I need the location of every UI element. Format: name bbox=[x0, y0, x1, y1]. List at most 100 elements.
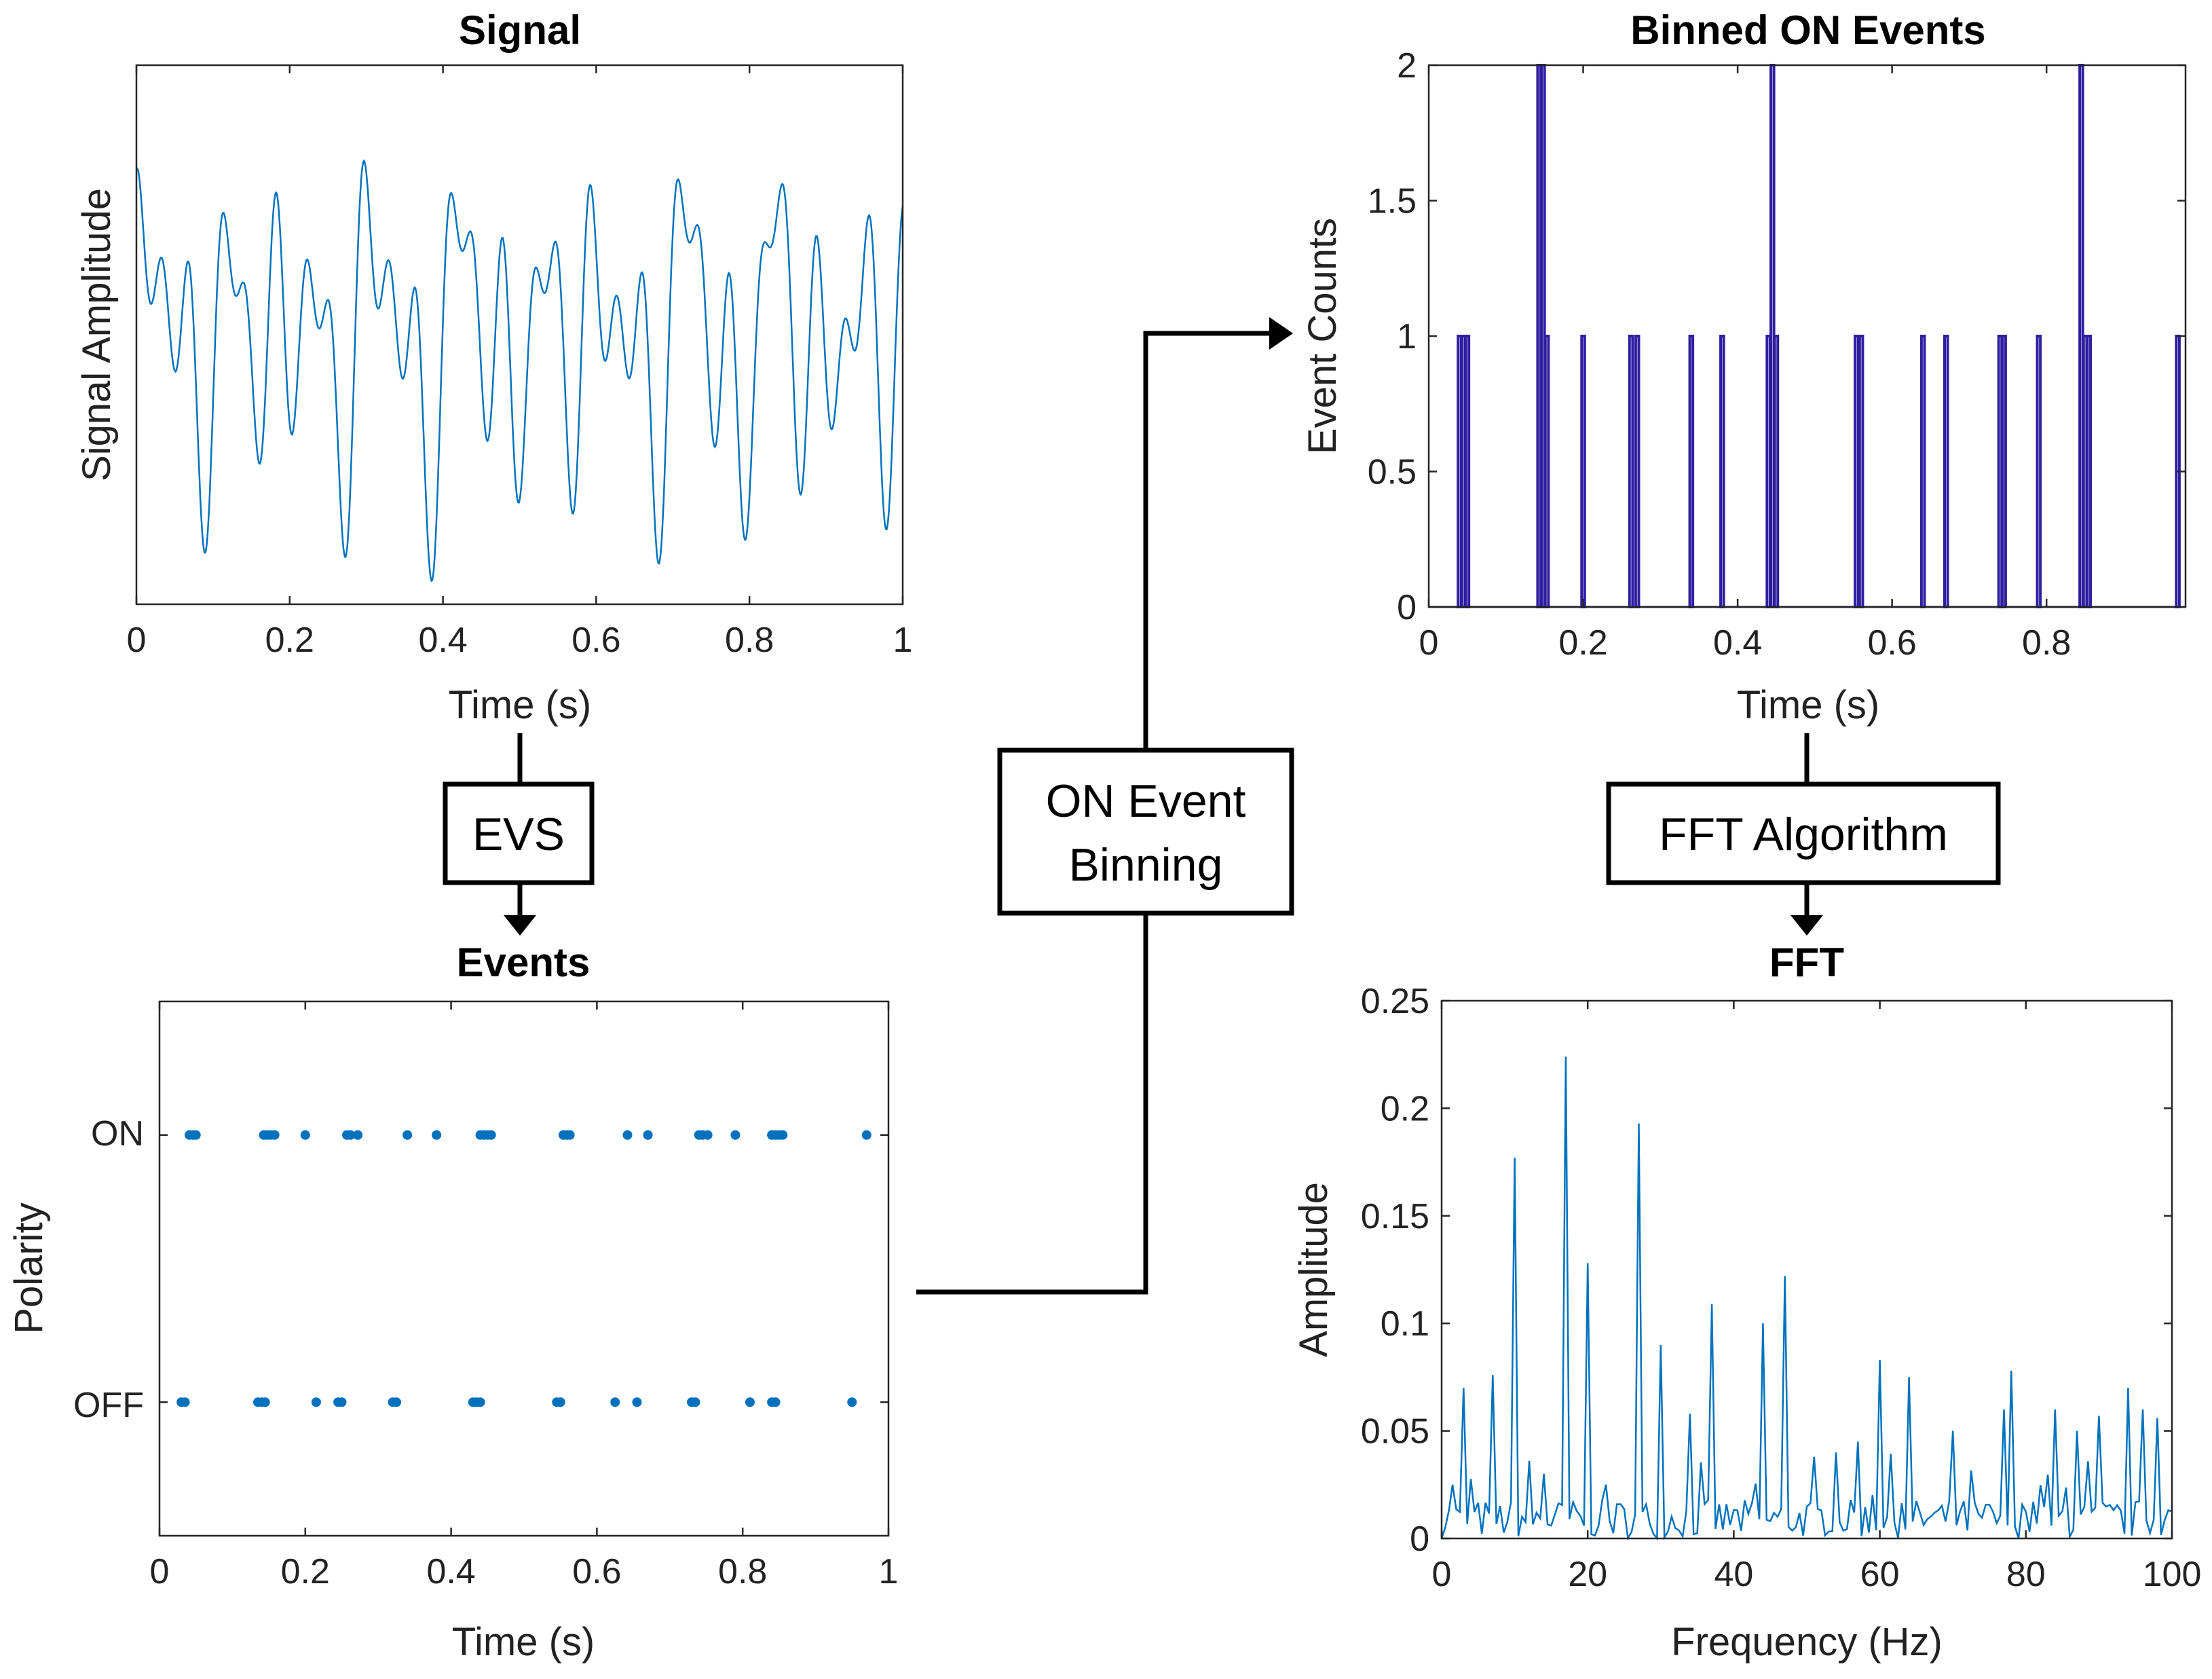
off-event-point bbox=[555, 1397, 565, 1407]
on-event-point bbox=[861, 1130, 871, 1140]
fft-algorithm-box-label: FFT Algorithm bbox=[1659, 809, 1948, 860]
x-tick-label: 0.2 bbox=[265, 621, 314, 660]
signal-x-label: Time (s) bbox=[449, 683, 591, 727]
bin-bar bbox=[1943, 335, 1949, 608]
binned-x-ticks: 0 0.2 0.4 0.6 0.8 bbox=[1419, 65, 2071, 663]
y-tick-label: 0 bbox=[1397, 588, 1417, 627]
signal-panel: Signal 0 0.2 0.4 0.6 0.8 1 Time (s) Signal Am… bbox=[75, 7, 912, 727]
on-event-point bbox=[702, 1130, 713, 1140]
fft-algo-arrowhead-icon bbox=[1791, 915, 1823, 936]
evs-arrowhead-icon bbox=[504, 915, 536, 936]
bin-bar bbox=[1464, 335, 1471, 608]
bin-bar bbox=[1628, 335, 1634, 608]
off-event-point bbox=[632, 1397, 642, 1407]
on-event-point bbox=[191, 1130, 201, 1140]
bin-bar bbox=[1854, 335, 1860, 608]
y-tick-label: 0.25 bbox=[1361, 982, 1429, 1021]
binned-panel: Binned ON Events 0 0.2 0.4 0.6 0.8 0 0.5 1 1.5 2… bbox=[1300, 7, 2187, 727]
x-tick-label: 0 bbox=[1419, 623, 1439, 663]
on-event-point bbox=[432, 1130, 442, 1140]
bin-bar bbox=[1580, 335, 1586, 608]
binning-out-connector bbox=[1143, 331, 1276, 750]
flow-arrows: EVS ON Event Binning FFT Algorithm bbox=[443, 317, 2001, 1295]
binning-box bbox=[997, 748, 1294, 916]
on-event-point bbox=[565, 1130, 575, 1140]
y-tick-label: 1.5 bbox=[1368, 182, 1417, 221]
on-event-point bbox=[778, 1130, 788, 1140]
signal-x-ticks: 0 0.2 0.4 0.6 0.8 1 bbox=[127, 65, 913, 660]
binning-box-label-line2: Binning bbox=[1069, 839, 1223, 891]
on-event-point bbox=[402, 1130, 413, 1140]
events-x-label: Time (s) bbox=[452, 1620, 595, 1664]
on-event-point bbox=[353, 1130, 363, 1140]
fft-panel: FFT 0 20 40 60 80 100 0 0.05 0.1 0.15 0.2 0.25 Fre… bbox=[1292, 940, 2201, 1664]
x-tick-label: 1 bbox=[893, 621, 913, 660]
y-tick-label: 0.1 bbox=[1381, 1304, 1429, 1344]
x-tick-label: 0.4 bbox=[418, 621, 467, 660]
on-event-point bbox=[300, 1130, 310, 1140]
events-panel: Events 0 0.2 0.4 0.6 0.8 1 ON OFF Time (s) Po… bbox=[7, 940, 898, 1664]
x-tick-label: 0 bbox=[150, 1552, 170, 1591]
events-y-label: Polarity bbox=[7, 1202, 51, 1333]
fft-series-line bbox=[1440, 1056, 2173, 1541]
on-event-point bbox=[643, 1130, 653, 1140]
fft-x-ticks: 0 20 40 60 80 100 bbox=[1432, 1001, 2201, 1594]
x-tick-label: 0.6 bbox=[1868, 623, 1917, 663]
x-tick-label: 0.6 bbox=[572, 1552, 621, 1591]
bin-bar bbox=[1719, 335, 1725, 608]
fft-algorithm-box bbox=[1606, 781, 2001, 885]
y-tick-label: 0.2 bbox=[1381, 1089, 1429, 1128]
x-tick-label: 0.2 bbox=[1558, 623, 1607, 663]
binned-x-label: Time (s) bbox=[1737, 683, 1879, 727]
off-event-point bbox=[260, 1397, 270, 1407]
fft-y-label: Amplitude bbox=[1292, 1182, 1336, 1357]
binned-title: Binned ON Events bbox=[1630, 7, 1985, 53]
y-tick-label: 2 bbox=[1397, 46, 1417, 86]
signal-title: Signal bbox=[459, 7, 581, 53]
signal-axes-box bbox=[135, 64, 904, 606]
evs-box bbox=[443, 781, 595, 885]
fft-axes-box bbox=[1440, 999, 2173, 1540]
events-plot-area bbox=[160, 1130, 888, 1407]
binned-y-label: Event Counts bbox=[1300, 218, 1345, 454]
bin-bar bbox=[1773, 335, 1780, 608]
off-event-point bbox=[690, 1397, 700, 1407]
x-tick-label: 0 bbox=[127, 621, 147, 660]
fft-title: FFT bbox=[1769, 940, 1844, 985]
x-tick-label: 0.2 bbox=[281, 1552, 330, 1591]
bin-bar bbox=[1543, 335, 1550, 608]
on-event-point bbox=[269, 1130, 280, 1140]
y-tick-label: 0.15 bbox=[1361, 1197, 1429, 1236]
events-title: Events bbox=[457, 940, 591, 985]
off-event-point bbox=[337, 1397, 347, 1407]
y-tick-label: 0.5 bbox=[1368, 453, 1417, 492]
bin-bar bbox=[2036, 335, 2042, 608]
signal-series-line bbox=[135, 159, 904, 583]
x-tick-label: 60 bbox=[1860, 1555, 1900, 1594]
events-axes-box bbox=[158, 1000, 890, 1537]
signal-y-label: Signal Amplitude bbox=[75, 188, 119, 481]
events-ytick-on: ON bbox=[91, 1114, 144, 1154]
binned-plot-area bbox=[1429, 64, 2186, 608]
binning-in-connector bbox=[916, 913, 1148, 1295]
x-tick-label: 0.8 bbox=[725, 621, 774, 660]
on-event-point bbox=[486, 1130, 496, 1140]
on-event-point bbox=[622, 1130, 633, 1140]
x-tick-label: 80 bbox=[2006, 1555, 2046, 1594]
bin-bar bbox=[2086, 335, 2093, 608]
binning-arrowhead-icon bbox=[1269, 317, 1293, 350]
y-tick-label: 0.05 bbox=[1361, 1412, 1429, 1452]
off-event-point bbox=[475, 1397, 485, 1407]
binning-box-label-line1: ON Event bbox=[1046, 775, 1246, 827]
off-event-point bbox=[180, 1397, 190, 1407]
bin-bar bbox=[1858, 335, 1864, 608]
signal-plot-area bbox=[135, 159, 904, 583]
off-event-point bbox=[847, 1397, 857, 1407]
x-tick-label: 0.8 bbox=[718, 1552, 767, 1591]
off-event-point bbox=[392, 1397, 402, 1407]
events-x-ticks: 0 0.2 0.4 0.6 0.8 1 bbox=[150, 1001, 898, 1591]
fft-plot-area bbox=[1440, 1056, 2173, 1541]
x-tick-label: 0.6 bbox=[571, 621, 620, 660]
fft-y-ticks: 0 0.05 0.1 0.15 0.2 0.25 bbox=[1361, 982, 2172, 1559]
